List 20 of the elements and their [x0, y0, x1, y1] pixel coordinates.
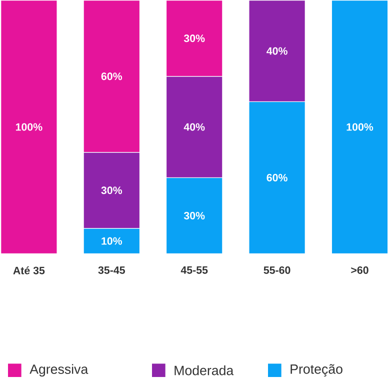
- data-label: 10%: [102, 237, 122, 245]
- legend-label: Moderada: [174, 365, 234, 376]
- data-label: 40%: [184, 123, 205, 131]
- legend-label: Agressiva: [30, 364, 88, 376]
- data-label: 30%: [184, 34, 205, 42]
- bar: [331, 0, 388, 254]
- data-label: 60%: [101, 72, 122, 80]
- data-label: 100%: [346, 123, 374, 131]
- data-label: 100%: [16, 123, 42, 131]
- x-tick-label: >60: [351, 266, 368, 274]
- x-tick-label: 55-60: [264, 266, 290, 274]
- x-tick-label: 45-55: [180, 266, 208, 274]
- data-label: 60%: [266, 174, 288, 182]
- x-tick-label: 35-45: [98, 266, 125, 274]
- bar: [0, 0, 58, 254]
- data-label: 30%: [101, 186, 122, 194]
- data-label: 40%: [266, 47, 288, 55]
- legend-label: Proteção: [290, 364, 342, 376]
- x-tick-label: Até 35: [13, 266, 45, 274]
- data-label: 30%: [184, 212, 205, 220]
